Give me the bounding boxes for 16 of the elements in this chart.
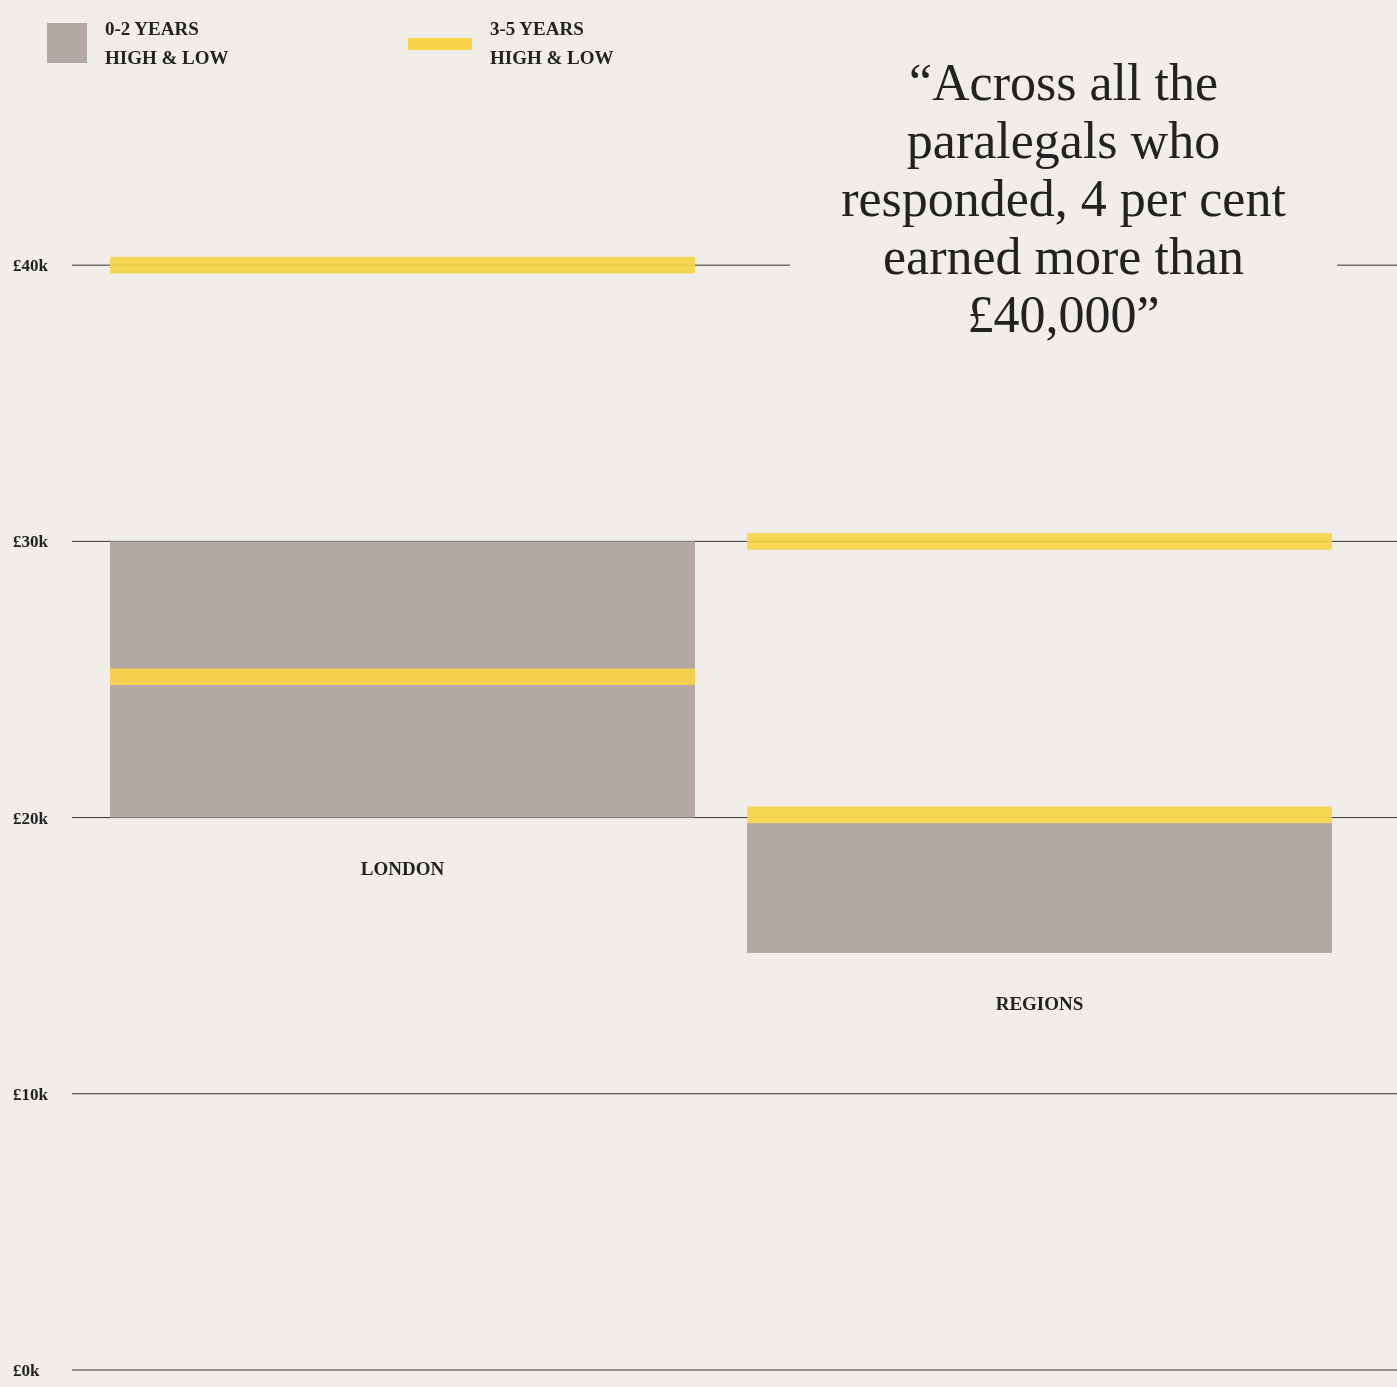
bar [747, 806, 1332, 824]
legend-label: 3-5 YEARS HIGH & LOW [490, 18, 614, 68]
x-tick-label: REGIONS [995, 992, 1084, 1014]
x-tick-label: LONDON [360, 857, 445, 879]
legend-label: 0-2 YEARS HIGH & LOW [105, 18, 229, 68]
y-tick-label: £40k [13, 256, 49, 276]
y-tick-label: £20k [13, 808, 49, 828]
bar [747, 823, 1332, 953]
y-tick-label: £10k [13, 1084, 49, 1104]
annotation: “Across all the paralegals who responded, 4 per cent earned more than £40,000” [841, 54, 1287, 343]
bar [110, 256, 695, 274]
y-tick-label: £30k [13, 532, 49, 552]
bar [747, 533, 1332, 550]
y-tick-label: £0k [13, 1360, 40, 1380]
bar [110, 541, 695, 818]
bar [110, 668, 695, 685]
